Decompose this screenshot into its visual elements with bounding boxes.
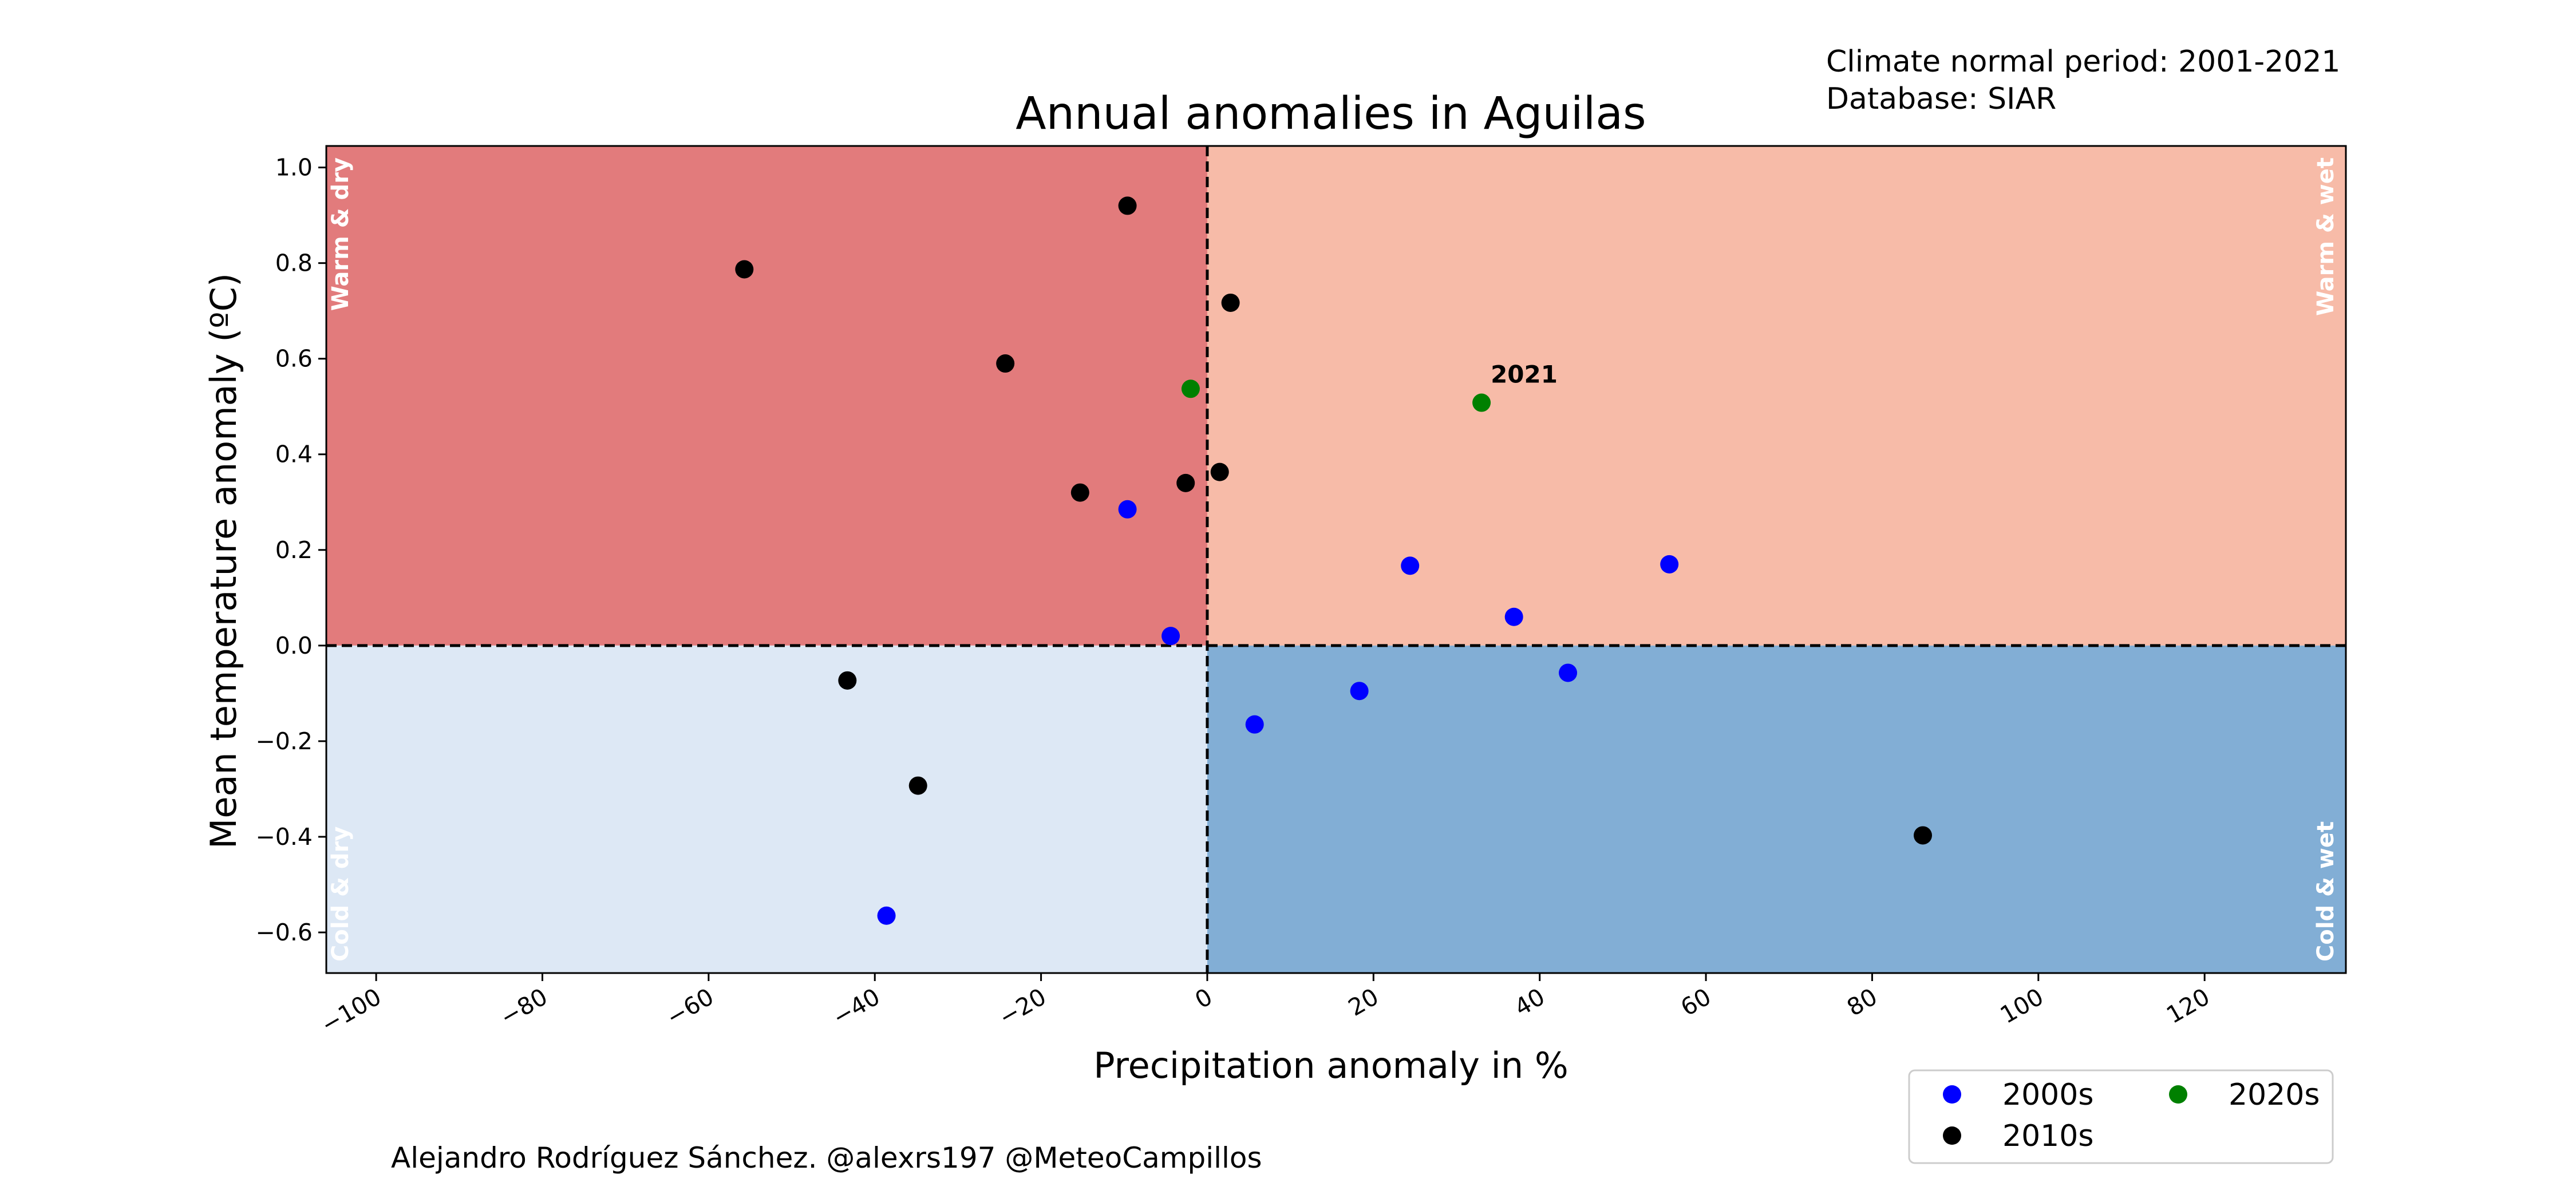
point-2010s xyxy=(1070,483,1089,502)
x-tick-label: −100 xyxy=(317,983,386,1039)
legend: 2000s 2010s 2020s xyxy=(1908,1069,2334,1164)
y-tick-label: 0.6 xyxy=(275,345,313,373)
point-2010s xyxy=(1221,293,1240,312)
x-tick-label: −40 xyxy=(828,983,884,1031)
point-annotations: 2021 xyxy=(1491,361,1558,389)
x-tick-label: −20 xyxy=(994,983,1051,1031)
point-2000s xyxy=(1161,627,1180,646)
plot-frame xyxy=(325,145,2347,974)
legend-box xyxy=(1908,1069,2334,1164)
legend-label-2020s: 2020s xyxy=(2229,1078,2320,1112)
point-2000s xyxy=(1401,556,1420,575)
x-tick-label: 40 xyxy=(1510,983,1550,1022)
point-2000s xyxy=(1504,607,1523,626)
y-tick-label: 1.0 xyxy=(275,154,313,181)
point-2010s xyxy=(735,260,754,279)
y-tick-label: 0.8 xyxy=(275,250,313,277)
quadrant-bottom-right xyxy=(1207,645,2346,973)
legend-label-2000s: 2000s xyxy=(2002,1078,2093,1112)
x-tick-label: 80 xyxy=(1842,983,1882,1022)
point-2010s xyxy=(1914,826,1933,845)
point-2000s xyxy=(1660,555,1679,574)
x-axis-ticks: −100 −80 −60 −40 −20 0 20 40 60 80 100 120 xyxy=(317,973,2214,1039)
point-2020s xyxy=(1472,393,1491,412)
x-tick-label: 0 xyxy=(1190,983,1217,1014)
y-tick-label: 0.0 xyxy=(275,632,313,659)
x-tick-label: 120 xyxy=(2162,983,2214,1029)
y-tick-label: −0.6 xyxy=(255,919,313,946)
quadrant-labels: Warm & dry Warm & wet Cold & dry Cold & wet xyxy=(327,157,2339,962)
y-axis-ticks: 1.0 0.8 0.6 0.4 0.2 0.0 −0.2 −0.4 −0.6 xyxy=(255,154,326,946)
zero-reference-lines xyxy=(326,146,2346,973)
x-axis-label: Precipitation anomaly in % xyxy=(1093,1045,1568,1086)
point-2000s xyxy=(1245,715,1264,734)
y-tick-label: 0.4 xyxy=(275,441,313,468)
point-2000s xyxy=(1118,500,1137,519)
legend-marker-2010s xyxy=(1943,1126,1961,1145)
point-2010s xyxy=(1210,462,1229,481)
point-2000s xyxy=(1350,682,1369,701)
quadrant-bottom-left xyxy=(326,645,1207,973)
y-tick-label: 0.2 xyxy=(275,536,313,564)
x-tick-label: 100 xyxy=(1996,983,2048,1029)
legend-marker-2000s xyxy=(1943,1085,1961,1104)
point-2010s xyxy=(1176,473,1195,492)
x-tick-label: −80 xyxy=(496,983,552,1031)
quadrant-label-bottom-right: Cold & wet xyxy=(2313,821,2339,962)
x-tick-label: −60 xyxy=(662,983,718,1031)
point-2010s xyxy=(908,776,927,795)
quadrant-top-left xyxy=(326,146,1207,646)
y-tick-label: −0.4 xyxy=(255,823,313,851)
quadrant-top-right xyxy=(1207,146,2346,646)
quadrant-label-top-right: Warm & wet xyxy=(2313,157,2339,316)
quadrant-label-top-left: Warm & dry xyxy=(327,157,354,311)
author-credit: Alejandro Rodríguez Sánchez. @alexrs197 … xyxy=(391,1141,1262,1175)
point-2000s xyxy=(1559,663,1578,682)
point-2000s xyxy=(877,906,896,925)
point-2020s xyxy=(1181,379,1200,398)
database-note: Database: SIAR xyxy=(1826,82,2056,116)
y-axis-label: Mean temperature anomaly (ºC) xyxy=(203,273,244,849)
point-2010s xyxy=(1118,196,1137,215)
chart-title: Annual anomalies in Aguilas xyxy=(1016,88,1646,140)
climate-normal-note: Climate normal period: 2001-2021 xyxy=(1826,45,2341,79)
point-2010s xyxy=(996,354,1015,373)
point-label: 2021 xyxy=(1491,361,1558,389)
x-tick-label: 20 xyxy=(1344,983,1383,1022)
point-2010s xyxy=(838,671,857,690)
data-points xyxy=(735,196,1933,925)
legend-marker-2020s xyxy=(2169,1085,2187,1104)
x-tick-label: 60 xyxy=(1676,983,1716,1022)
legend-label-2010s: 2010s xyxy=(2002,1119,2093,1153)
quadrant-label-bottom-left: Cold & dry xyxy=(327,827,354,962)
quadrant-backgrounds xyxy=(326,146,2346,973)
y-tick-label: −0.2 xyxy=(255,727,313,755)
